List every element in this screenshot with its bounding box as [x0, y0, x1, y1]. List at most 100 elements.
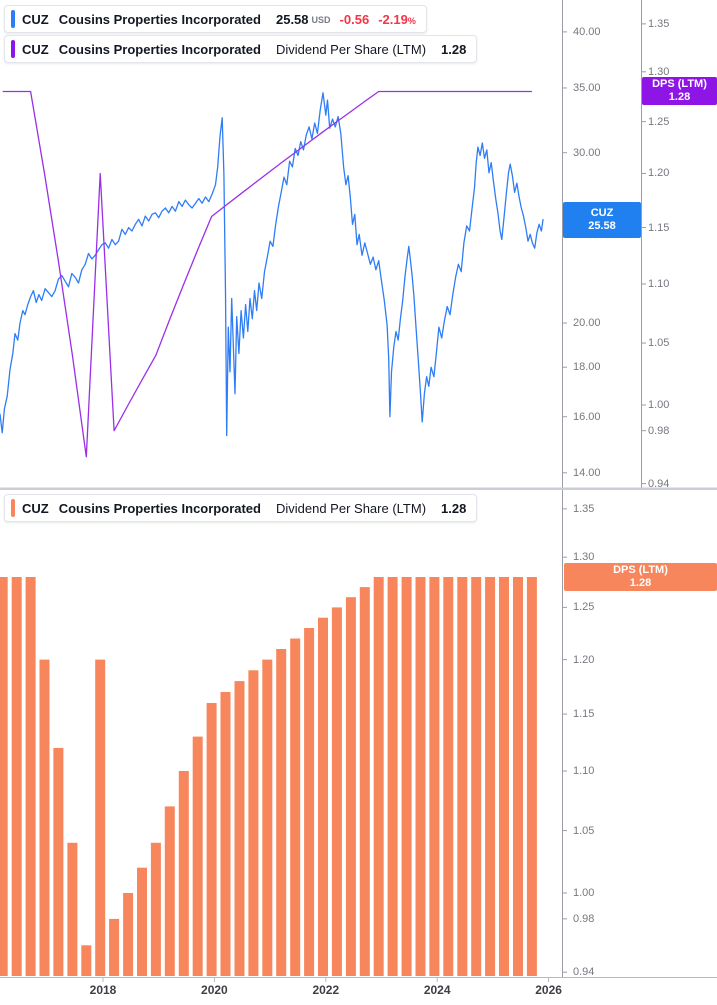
price-tick-label: 14.00 — [573, 466, 601, 479]
dividend-bar — [150, 842, 161, 976]
dividend-tick-label: 1.15 — [573, 708, 595, 721]
percent-sign: % — [407, 15, 416, 26]
dividend-bar — [318, 617, 328, 976]
dividend-bar — [373, 577, 384, 976]
legend-dps-row-top[interactable]: CUZ Cousins Properties Incorporated Divi… — [4, 35, 478, 63]
dividend-bar — [526, 577, 537, 976]
dps-axis-badge: DPS (LTM) 1.28 — [642, 77, 717, 106]
dividend-bar — [81, 945, 92, 976]
dividend-bar — [415, 577, 426, 976]
dividend-bar — [178, 771, 189, 976]
price-tick-label: 40.00 — [573, 25, 601, 38]
currency-label: USD — [311, 15, 331, 25]
ticker-symbol[interactable]: CUZ — [22, 500, 49, 516]
dividend-bar — [331, 607, 342, 976]
badge-value: 1.28 — [668, 91, 691, 104]
dividend-tick-label: 1.10 — [573, 765, 595, 777]
dividend-bar — [67, 842, 78, 976]
dividend-bar — [290, 638, 301, 976]
dividend-tick-label: 1.00 — [573, 887, 595, 899]
badge-ticker: CUZ — [590, 206, 614, 219]
dividend-bar — [513, 577, 523, 976]
dividend-bar — [220, 692, 231, 976]
dividend-bar — [53, 747, 64, 976]
metric-value: 1.28 — [441, 500, 467, 516]
dividend-bar — [387, 577, 398, 976]
dividend-bar — [234, 681, 245, 976]
dividend-bar — [345, 597, 356, 976]
price-tick-label: 18.00 — [573, 361, 601, 374]
year-tick-label: 2018 — [89, 983, 117, 997]
dividend-bar — [429, 577, 440, 976]
dps-tick-label: 0.94 — [648, 477, 670, 490]
panel-separator — [0, 487, 717, 490]
dps-tick-label: 1.20 — [648, 167, 670, 180]
dividend-bar — [95, 659, 106, 976]
price-change: -0.56 — [339, 11, 370, 27]
price-tick-label: 20.00 — [573, 317, 601, 329]
price-change-percent: -2.19% — [378, 11, 416, 27]
badge-label: DPS (LTM) — [613, 564, 668, 577]
dividend-tick-label: 1.05 — [573, 824, 595, 837]
metric-value: 1.28 — [441, 41, 467, 57]
company-name[interactable]: Cousins Properties Incorporated — [58, 41, 261, 57]
dividend-bar — [248, 670, 259, 976]
dividend-tick-label: 1.25 — [573, 601, 595, 614]
last-price: 25.58 — [275, 11, 309, 27]
dividend-bar — [262, 659, 273, 976]
dividend-axis-badge: DPS (LTM) 1.28 — [564, 563, 717, 592]
dps-tick-label: 0.98 — [648, 424, 670, 437]
dps-tick-label: 1.00 — [648, 399, 670, 411]
dividend-bar — [11, 577, 22, 976]
year-tick-label: 2022 — [312, 983, 340, 997]
dividend-bar — [164, 806, 175, 976]
company-name[interactable]: Cousins Properties Incorporated — [58, 500, 261, 516]
dividend-bar — [485, 577, 496, 976]
dps-tick-label: 1.35 — [648, 17, 670, 30]
legend-dps-row-bottom[interactable]: CUZ Cousins Properties Incorporated Divi… — [4, 494, 478, 522]
company-name[interactable]: Cousins Properties Incorporated — [58, 11, 261, 27]
ticker-symbol[interactable]: CUZ — [22, 11, 49, 27]
dps-tick-label: 1.05 — [648, 337, 670, 350]
dps-tick-label: 1.10 — [648, 277, 670, 290]
dividend-bar — [109, 918, 120, 976]
metric-name: Dividend Per Share (LTM) — [275, 41, 427, 57]
price-tick-label: 16.00 — [573, 410, 601, 423]
dividend-bar — [457, 577, 468, 976]
dividend-bar — [206, 703, 217, 976]
dividend-bar — [359, 587, 370, 976]
dps-line-series[interactable] — [2, 90, 532, 458]
dividend-bar — [25, 577, 36, 976]
dividend-bar — [192, 736, 203, 976]
price-series-swatch-icon — [11, 10, 15, 28]
dividend-bar — [0, 577, 8, 976]
price-axis-badge: CUZ 25.58 — [563, 201, 641, 238]
ticker-symbol[interactable]: CUZ — [22, 41, 49, 57]
dividend-bar — [499, 577, 509, 976]
price-line-series[interactable] — [0, 92, 544, 437]
dividend-bar — [123, 893, 134, 976]
dividend-bars[interactable] — [0, 577, 537, 976]
price-tick-label: 35.00 — [573, 81, 601, 94]
dividend-bar — [137, 867, 147, 976]
badge-label: DPS (LTM) — [652, 78, 707, 91]
dps-tick-label: 1.30 — [648, 65, 670, 78]
dps-series-swatch-icon — [11, 40, 15, 58]
dividend-tick-label: 0.94 — [573, 966, 595, 979]
dps-tick-label: 1.25 — [648, 115, 670, 128]
metric-name: Dividend Per Share (LTM) — [275, 500, 427, 516]
price-tick-label: 30.00 — [573, 146, 601, 159]
dividend-bar — [401, 577, 412, 976]
year-tick-label: 2020 — [201, 983, 228, 997]
dividend-tick-label: 1.35 — [573, 502, 595, 515]
dividend-tick-label: 1.20 — [573, 653, 595, 666]
dividend-bar-swatch-icon — [11, 499, 15, 517]
dividend-tick-label: 1.30 — [573, 551, 595, 564]
badge-value: 25.58 — [588, 219, 616, 232]
dividend-bar — [471, 577, 482, 976]
year-tick-label: 2024 — [423, 983, 451, 997]
legend-price-row[interactable]: CUZ Cousins Properties Incorporated 25.5… — [4, 5, 427, 33]
dividend-bar — [39, 659, 50, 976]
